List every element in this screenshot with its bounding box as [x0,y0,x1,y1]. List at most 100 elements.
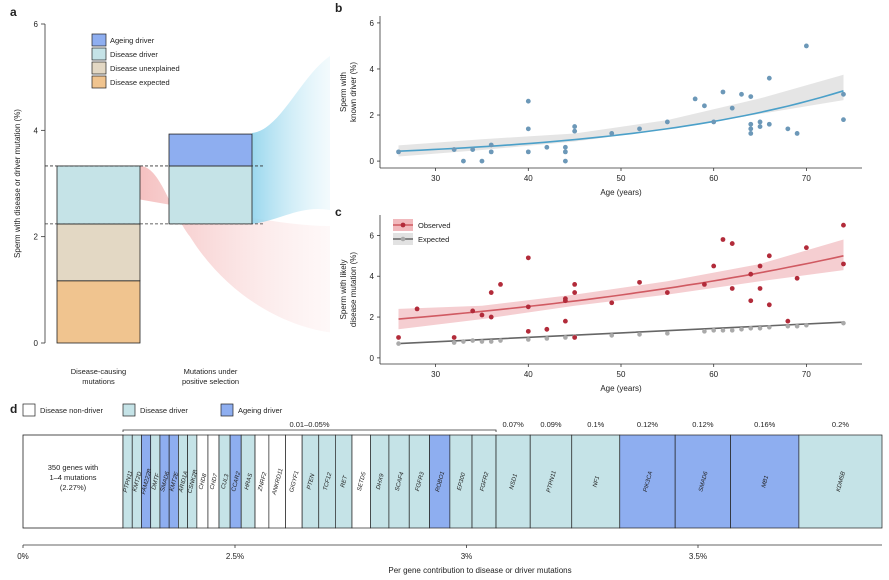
d-percent-label: 0.07% [502,420,524,429]
c-observed-point [525,255,531,261]
c-observed-point [562,318,568,324]
c-observed-point [664,290,670,295]
a-y-tick-label: 6 [34,20,39,29]
d-gene-label: KDM5B [836,471,847,493]
b-point [785,126,791,132]
c-observed-point [841,261,846,267]
d-x-label: Per gene contribution to disease or driv… [388,566,571,575]
b-point [609,131,615,136]
c-observed-point [803,245,809,251]
d-percent-label: 0.16% [754,420,776,429]
b-point [841,91,846,97]
b-y-label: known driver (%) [349,62,358,122]
c-observed-point [414,306,420,312]
c-expected-point [794,323,800,329]
b-x-tick-label: 30 [431,174,440,183]
b-point [451,147,457,152]
d-gene-label: CHD7 [210,472,220,490]
b-point [396,149,401,155]
c-expected-point [526,337,531,342]
c-expected-point [665,331,670,336]
c-y-tick-label: 6 [370,231,375,240]
a-category-label: positive selection [182,377,239,386]
a-legend-label: Disease expected [110,78,170,87]
c-observed-point [488,314,494,320]
c-confidence-band [398,239,844,330]
d-bracket [122,429,497,432]
a-legend-swatch [91,47,107,61]
b-point [757,124,763,129]
d-gene-label: SMAD6 [698,470,709,492]
c-expected-point [739,327,744,332]
b-point [488,149,494,155]
b-point [488,142,494,148]
d-gene-label: ZNRF2 [257,471,268,493]
b-point [748,121,754,127]
d-gene-label: NF1 [592,475,601,488]
c-legend-expected-point [400,236,406,242]
a-legend-swatch [91,61,107,75]
c-expected-point [702,329,707,334]
b-point [757,119,763,125]
b-point [544,144,550,150]
c-observed-point [572,335,578,340]
b-point [702,103,707,109]
d-gene-label: ROBO1 [435,471,446,493]
d-x-tick-label: 3% [461,552,473,561]
d-legend-swatch [22,403,36,417]
c-observed-point [748,298,754,304]
d-gene-label: PTEN [306,473,316,491]
b-point [841,117,846,123]
c-observed-point [572,290,578,295]
panel-b-letter: b [335,1,342,15]
c-x-tick-label: 70 [802,370,811,379]
panel-c: 30 40 50 60 70 0 2 4 6 Age (years) Sperm with like… [339,215,862,393]
b-point [479,158,485,164]
c-expected-point [711,328,716,333]
c-expected-point [479,339,485,344]
b-x-tick-label: 50 [617,174,626,183]
b-y-tick-label: 4 [370,65,375,74]
c-observed-point [637,279,642,285]
b-x-tick-label: 70 [802,174,811,183]
d-gene-label: ARID1A [178,470,190,493]
b-y-label: Sperm with [339,72,348,112]
d-gene-label: KMT2E [169,470,180,492]
panel-c-letter: c [335,205,342,219]
c-observed-point [757,286,763,291]
d-x-tick-label: 2.5% [226,552,244,561]
b-point [562,158,568,164]
c-expected-point [729,328,735,333]
d-bracket-label: 0.01–0.05% [289,420,329,429]
a-y-tick-label: 2 [34,233,39,242]
b-point [748,131,754,136]
b-point [525,98,531,104]
a-legend-swatch [91,75,107,89]
b-point [803,43,809,49]
d-gene-label: GIGYF1 [289,470,300,493]
c-observed-point [470,308,476,314]
d-percent-label: 0.2% [832,420,849,429]
b-point [572,124,578,129]
b-y-tick-label: 6 [370,19,375,28]
panel-a-letter: a [10,5,17,19]
a-category-label: mutations [82,377,115,386]
d-first-box [22,434,124,529]
a-bar-segment-expected [56,280,141,344]
c-expected-point [461,339,466,344]
c-x-tick-label: 60 [709,370,718,379]
c-observed-point [720,237,726,242]
d-percent-label: 0.12% [692,420,714,429]
d-gene-label: FGFR3 [415,471,426,492]
c-expected-point [470,338,475,343]
d-gene-label: CHD8 [198,472,208,490]
c-y-label: disease mutation (%) [349,252,358,327]
b-point [794,131,800,136]
b-point [748,126,754,132]
a-bar-segment-ageing [168,133,253,167]
d-first-box-text: 350 genes with [48,463,98,472]
a-category-label: Mutations under [184,367,238,376]
c-y-tick-label: 2 [370,313,375,322]
panel-b: 30 40 50 60 70 0 2 4 6 Age (years) Sperm with known… [339,16,862,197]
c-observed-point [572,281,578,287]
